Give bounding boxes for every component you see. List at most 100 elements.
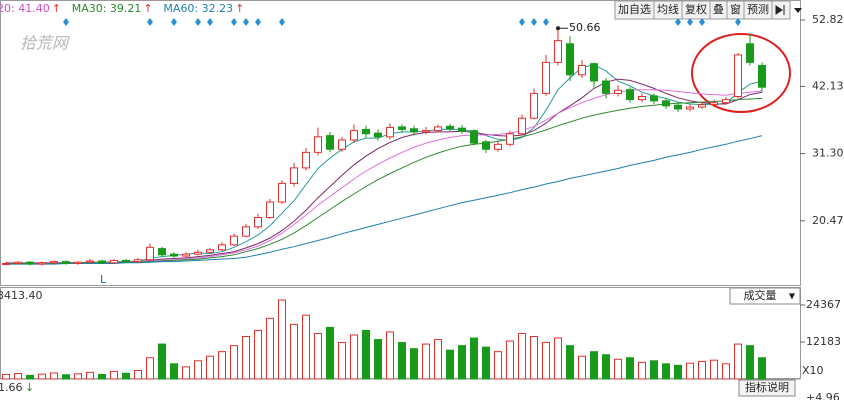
candle-body bbox=[434, 126, 442, 132]
candle-body bbox=[278, 182, 286, 203]
volume-bar bbox=[518, 332, 526, 380]
candle-body bbox=[122, 259, 130, 263]
candle-body bbox=[614, 89, 622, 94]
event-marker bbox=[207, 18, 213, 26]
candle-body bbox=[50, 261, 58, 264]
candle-body bbox=[698, 104, 706, 108]
volume-bar bbox=[14, 373, 22, 380]
volume-bar bbox=[74, 373, 82, 380]
volume-bar bbox=[122, 372, 130, 380]
event-marker bbox=[231, 18, 237, 26]
event-marker bbox=[243, 18, 249, 26]
volume-bar bbox=[146, 357, 154, 380]
legend-label: MA60: 32.23 bbox=[163, 2, 233, 15]
volume-bar bbox=[386, 331, 394, 380]
event-marker bbox=[147, 18, 153, 26]
volume-y-tick-label: 12183 bbox=[806, 335, 841, 348]
candle-body bbox=[158, 248, 166, 256]
candle-body bbox=[758, 64, 766, 88]
candle-body bbox=[590, 63, 598, 82]
volume-bar bbox=[458, 345, 466, 380]
candle-body bbox=[422, 130, 430, 133]
event-marker bbox=[735, 18, 741, 26]
volume-bar bbox=[494, 351, 502, 380]
annotation: 50.66 bbox=[569, 21, 601, 34]
candle-body bbox=[530, 92, 538, 119]
candle-body bbox=[206, 249, 214, 253]
volume-bar bbox=[398, 342, 406, 380]
moving-average-line bbox=[6, 64, 763, 265]
moving-average-line bbox=[6, 78, 763, 264]
volume-bar bbox=[650, 360, 658, 380]
volume-bar bbox=[110, 370, 118, 380]
volume-bar bbox=[710, 359, 718, 380]
volume-bar bbox=[170, 363, 178, 380]
legend-arrow: ↑ bbox=[235, 2, 244, 15]
toolbar-button-label[interactable]: 复权 bbox=[685, 2, 707, 16]
candle-body bbox=[2, 262, 10, 265]
candle-body bbox=[458, 127, 466, 132]
event-marker bbox=[519, 18, 525, 26]
legend-label: MA30: 39.21 bbox=[72, 2, 142, 15]
volume-bar bbox=[482, 346, 490, 380]
event-marker bbox=[63, 18, 69, 26]
y-tick-label: 52.82 bbox=[812, 13, 844, 26]
volume-bar bbox=[134, 369, 142, 380]
toolbar-dropdown[interactable] bbox=[794, 8, 802, 13]
candle-body bbox=[398, 126, 406, 130]
moving-average-line bbox=[6, 135, 763, 265]
candle-body bbox=[62, 261, 70, 264]
volume-bar bbox=[746, 345, 754, 380]
candle-body bbox=[26, 261, 34, 265]
volume-bar bbox=[194, 360, 202, 380]
toolbar-button-label[interactable]: 预测 bbox=[747, 3, 769, 16]
footer-arrow: ↓ bbox=[25, 381, 34, 394]
volume-bar bbox=[218, 351, 226, 380]
dropdown-icon: ▼ bbox=[789, 292, 796, 301]
volume-bar bbox=[182, 366, 190, 380]
indicator-button-label[interactable]: 指标说明 bbox=[745, 380, 789, 394]
volume-bar bbox=[326, 326, 334, 380]
volume-bar bbox=[422, 343, 430, 380]
candle-body bbox=[386, 127, 394, 138]
candle-body bbox=[446, 125, 454, 130]
candle-body bbox=[722, 99, 730, 104]
volume-header: 3413.40 bbox=[0, 289, 43, 302]
indicator-button[interactable] bbox=[738, 379, 796, 397]
candle-body bbox=[146, 246, 154, 261]
toolbar-button-label[interactable]: 窗 bbox=[730, 2, 741, 16]
volume-bar bbox=[410, 348, 418, 380]
volume-bar bbox=[722, 363, 730, 380]
volume-bar bbox=[290, 323, 298, 380]
toolbar-button-label[interactable]: 叠 bbox=[713, 3, 724, 16]
volume-bar bbox=[578, 355, 586, 380]
event-marker bbox=[699, 18, 705, 26]
volume-bar bbox=[506, 340, 514, 380]
volume-bar bbox=[590, 351, 598, 380]
event-marker bbox=[687, 18, 693, 26]
watermark: 拾荒网 bbox=[20, 34, 70, 53]
volume-bar bbox=[530, 335, 538, 380]
candle-body bbox=[254, 217, 262, 228]
candle-body bbox=[326, 135, 334, 150]
volume-selector[interactable] bbox=[729, 287, 801, 305]
volume-unit: X10 bbox=[802, 364, 824, 377]
toolbar-button-label[interactable]: 均线 bbox=[657, 2, 679, 16]
volume-label[interactable]: 成交量 bbox=[744, 288, 777, 302]
event-marker bbox=[195, 18, 201, 26]
volume-bar bbox=[266, 317, 274, 380]
candle-body bbox=[470, 130, 478, 144]
volume-bar bbox=[242, 335, 250, 380]
toolbar-button-label[interactable]: 加自选 bbox=[618, 3, 651, 16]
y-tick-label: 42.13 bbox=[812, 79, 844, 92]
candle-body bbox=[134, 259, 142, 263]
event-marker bbox=[675, 18, 681, 26]
candle-body bbox=[554, 40, 562, 63]
candle-body bbox=[74, 261, 82, 264]
volume-bar bbox=[734, 343, 742, 380]
candle-body bbox=[410, 128, 418, 133]
volume-bar bbox=[254, 329, 262, 380]
candle-body bbox=[230, 235, 238, 246]
